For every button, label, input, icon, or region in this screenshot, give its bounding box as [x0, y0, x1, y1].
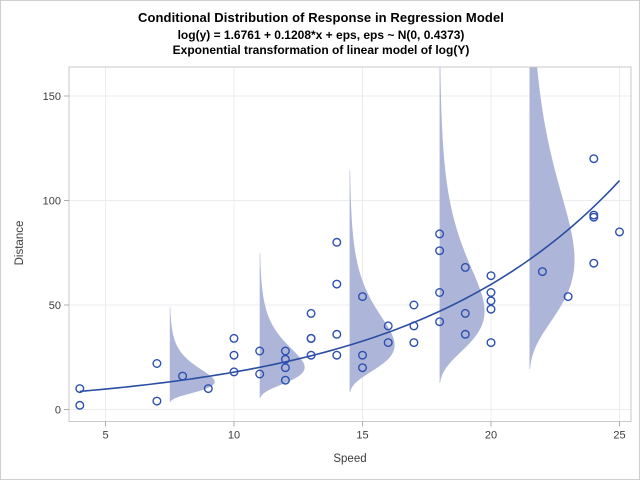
y-tick-label: 50	[49, 300, 61, 312]
scatter-point	[280, 346, 290, 356]
scatter-point	[358, 292, 368, 302]
scatter-point	[152, 359, 162, 369]
scatter-point	[435, 317, 445, 327]
x-tick-label: 5	[102, 430, 108, 442]
scatter-point	[229, 367, 239, 377]
scatter-point	[152, 396, 162, 406]
scatter-point	[255, 369, 265, 379]
conditional-density-shape	[349, 170, 395, 393]
scatter-point	[203, 384, 213, 394]
regression-curve	[79, 180, 621, 393]
conditional-density-shape	[259, 252, 305, 399]
scatter-point	[383, 338, 393, 348]
x-tick-label: 20	[485, 430, 497, 442]
chart-title: Conditional Distribution of Response in …	[137, 10, 504, 25]
y-tick-label: 0	[55, 405, 61, 417]
x-tick-label: 25	[613, 430, 625, 442]
scatter-point	[460, 262, 470, 272]
scatter-point	[358, 363, 368, 373]
scatter-point	[486, 304, 496, 314]
y-tick-label: 150	[43, 91, 61, 103]
scatter-point	[563, 292, 573, 302]
scatter-point	[460, 308, 470, 318]
scatter-point	[486, 296, 496, 306]
scatter-point	[229, 350, 239, 360]
scatter-point	[435, 246, 445, 256]
scatter-point	[435, 229, 445, 239]
y-axis-label: Distance	[14, 220, 26, 266]
scatter-point	[75, 384, 85, 394]
plot-frame	[68, 66, 632, 422]
scatter-point	[537, 267, 547, 277]
scatter-point	[435, 288, 445, 298]
scatter-point	[332, 329, 342, 339]
scatter-point	[460, 329, 470, 339]
scatter-point	[306, 350, 316, 360]
scatter-point	[589, 210, 599, 220]
x-tick-label: 15	[356, 430, 368, 442]
chart-subtitle-model: log(y) = 1.6761 + 0.1208*x + eps, eps ~ …	[177, 28, 465, 42]
conditional-density-shape	[439, 67, 485, 384]
scatter-point	[589, 154, 599, 164]
scatter-point	[229, 333, 239, 343]
scatter-point	[75, 400, 85, 410]
scatter-point	[306, 333, 316, 343]
scatter-point	[280, 375, 290, 385]
scatter-point	[306, 308, 316, 318]
scatter-point	[409, 300, 419, 310]
scatter-point	[589, 258, 599, 268]
scatter-point	[383, 321, 393, 331]
scatter-point	[332, 279, 342, 289]
chart-subtitle-transform: Exponential transformation of linear mod…	[172, 43, 470, 57]
conditional-density-shape	[169, 306, 215, 403]
scatter-point	[178, 371, 188, 381]
x-tick-label: 10	[228, 430, 240, 442]
scatter-point	[280, 354, 290, 364]
scatter-point	[486, 338, 496, 348]
scatter-point	[409, 338, 419, 348]
y-tick-label: 100	[43, 196, 61, 208]
conditional-density-shape	[529, 67, 575, 370]
scatter-point	[486, 288, 496, 298]
scatter-point	[358, 350, 368, 360]
scatter-point	[409, 321, 419, 331]
scatter-point	[280, 363, 290, 373]
scatter-point	[486, 271, 496, 281]
scatter-point	[615, 227, 625, 237]
x-axis-label: Speed	[333, 453, 367, 465]
scatter-point	[255, 346, 265, 356]
scatter-point	[332, 237, 342, 247]
scatter-point	[332, 350, 342, 360]
